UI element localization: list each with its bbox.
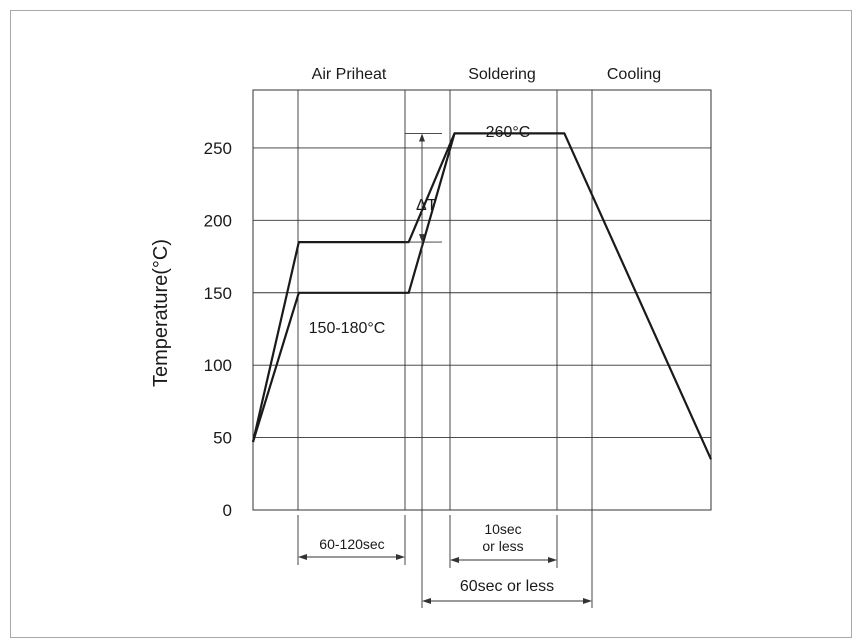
preheat-time-arrowhead-right bbox=[396, 554, 405, 560]
y-tick-label: 150 bbox=[204, 284, 232, 303]
phase-label: Soldering bbox=[468, 66, 536, 83]
temperature-profile bbox=[251, 132, 713, 460]
phase-label: Air Priheat bbox=[312, 66, 387, 83]
delta-t-label: ΔT bbox=[416, 197, 437, 214]
time-dimension-arrows bbox=[297, 132, 593, 608]
grid bbox=[252, 89, 712, 511]
delta-t-arrowhead-down bbox=[419, 234, 425, 243]
liquidus-time-label: 60sec or less bbox=[460, 578, 554, 595]
y-tick-label: 0 bbox=[223, 501, 232, 520]
y-tick-label: 250 bbox=[204, 139, 232, 158]
chart-frame bbox=[10, 10, 852, 638]
y-tick-labels: 0 50 100 150 200 250 bbox=[204, 139, 232, 520]
y-tick-label: 50 bbox=[213, 429, 232, 448]
peak-time-arrowhead-left bbox=[450, 557, 459, 563]
y-tick-label: 100 bbox=[204, 356, 232, 375]
plot-border bbox=[252, 89, 712, 511]
liquidus-time-arrowhead-left bbox=[422, 598, 431, 604]
peak-time-arrowhead-right bbox=[548, 557, 557, 563]
preheat-time-label: 60-120sec bbox=[319, 536, 384, 552]
phase-label: Cooling bbox=[607, 66, 661, 83]
y-axis-label: Temperature(°C) bbox=[150, 239, 172, 387]
preheat-time-arrowhead-left bbox=[298, 554, 307, 560]
peak-time-label-line1: 10sec bbox=[484, 521, 521, 537]
peak-time-label-line2: or less bbox=[482, 538, 523, 554]
y-tick-label: 200 bbox=[204, 211, 232, 230]
peak-temp-label: 260°C bbox=[486, 124, 531, 141]
profile-line-upper bbox=[251, 132, 713, 460]
delta-t-arrowhead-up bbox=[419, 133, 425, 142]
liquidus-time-arrowhead-right bbox=[583, 598, 592, 604]
preheat-range-label: 150-180°C bbox=[309, 320, 386, 337]
phase-labels: Air Priheat Soldering Cooling bbox=[312, 66, 661, 83]
profile-line-lower bbox=[251, 133, 456, 443]
